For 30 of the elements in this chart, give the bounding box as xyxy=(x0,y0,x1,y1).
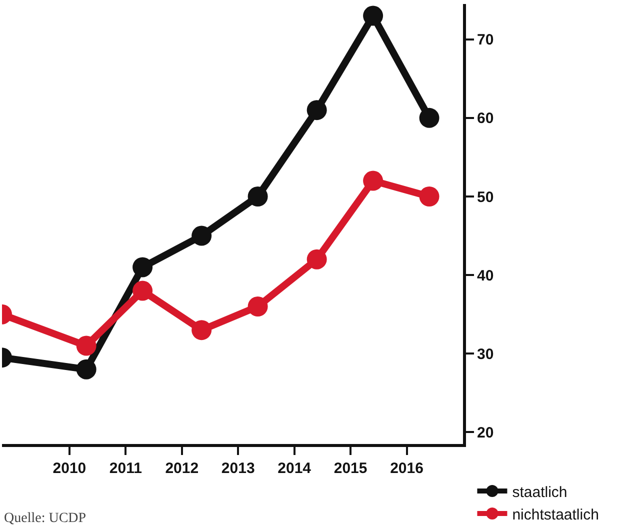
point xyxy=(419,108,440,128)
x-tick-label: 2014 xyxy=(278,460,312,477)
point xyxy=(132,280,153,301)
source-note: Quelle: UCDP xyxy=(4,511,86,526)
point xyxy=(248,296,268,316)
point xyxy=(192,226,212,246)
point xyxy=(419,186,440,206)
y-tick-label: 40 xyxy=(477,267,494,284)
y-tick-label: 60 xyxy=(477,110,494,128)
x-tick-label: 2010 xyxy=(52,460,86,477)
point xyxy=(192,320,212,340)
legend-label: nichtstaatlich xyxy=(512,506,599,524)
point xyxy=(76,359,96,380)
point xyxy=(363,170,384,191)
y-tick-label: 70 xyxy=(477,32,494,49)
y-tick-label: 50 xyxy=(477,188,494,206)
point xyxy=(132,257,153,278)
y-tick-label: 30 xyxy=(477,346,494,363)
x-tick-label: 2011 xyxy=(109,460,142,477)
legend-label: staatlich xyxy=(512,484,568,501)
point xyxy=(306,249,327,270)
point xyxy=(363,6,384,26)
x-tick-label: 2015 xyxy=(334,460,368,477)
y-tick-label: 20 xyxy=(477,424,494,442)
x-tick-label: 2013 xyxy=(221,460,255,477)
x-tick-label: 2016 xyxy=(390,460,424,477)
point xyxy=(248,186,268,206)
point xyxy=(306,100,327,120)
x-tick-label: 2012 xyxy=(165,460,199,477)
point xyxy=(76,336,96,356)
